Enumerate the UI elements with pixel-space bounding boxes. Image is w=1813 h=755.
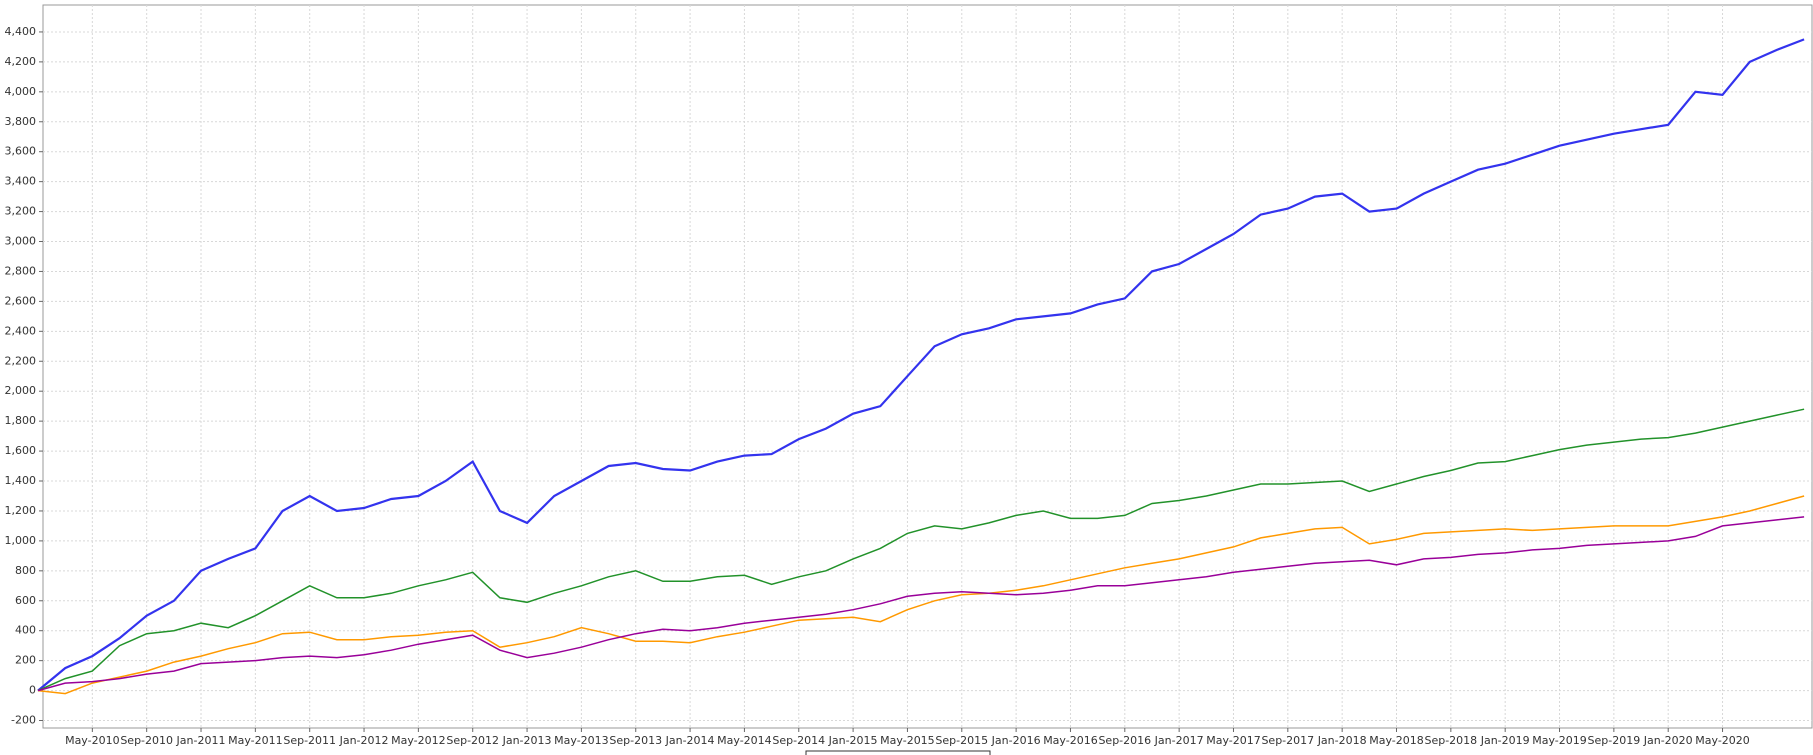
x-tick-label: Sep-2010 (120, 734, 173, 747)
series-line (37, 495, 1805, 695)
y-tick-label: 0 (29, 684, 36, 697)
x-tick-label: May-2012 (391, 734, 446, 747)
x-tick-label: May-2016 (1043, 734, 1098, 747)
x-tick-label: Sep-2017 (1261, 734, 1314, 747)
x-tick-label: Jan-2018 (1317, 734, 1367, 747)
y-tick-label: 3,800 (5, 115, 37, 128)
y-tick-label: 400 (15, 624, 36, 637)
x-tick-label: Sep-2019 (1588, 734, 1641, 747)
x-tick-label: May-2011 (228, 734, 283, 747)
y-tick-label: 600 (15, 594, 36, 607)
y-tick-label: 3,000 (5, 235, 37, 248)
y-tick-label: 800 (15, 564, 36, 577)
x-tick-label: May-2019 (1532, 734, 1587, 747)
y-tick-label: 2,000 (5, 384, 37, 397)
x-tick-label: Sep-2018 (1424, 734, 1477, 747)
y-tick-label: 4,000 (5, 85, 37, 98)
x-tick-label: May-2014 (717, 734, 772, 747)
legend-box (805, 750, 991, 755)
x-tick-label: Sep-2012 (446, 734, 499, 747)
y-tick-label: 1,200 (5, 504, 37, 517)
y-tick-label: 200 (15, 654, 36, 667)
y-tick-label: 2,800 (5, 264, 37, 277)
series-line (37, 408, 1805, 692)
series-line (37, 38, 1805, 692)
x-tick-label: Jan-2020 (1643, 734, 1693, 747)
x-tick-label: Jan-2014 (665, 734, 715, 747)
y-tick-label: 4,400 (5, 25, 37, 38)
x-tick-label: Sep-2016 (1098, 734, 1151, 747)
y-tick-label: 1,400 (5, 474, 37, 487)
y-tick-label: 3,600 (5, 145, 37, 158)
series-line (37, 516, 1805, 692)
x-tick-label: Sep-2014 (772, 734, 825, 747)
x-tick-label: Sep-2015 (935, 734, 988, 747)
y-tick-label: 2,200 (5, 354, 37, 367)
x-tick-label: Jan-2013 (502, 734, 552, 747)
x-tick-label: Jan-2019 (1480, 734, 1530, 747)
x-tick-label: May-2015 (880, 734, 935, 747)
y-tick-label: 1,000 (5, 534, 37, 547)
x-tick-label: Jan-2012 (339, 734, 389, 747)
y-tick-label: 4,200 (5, 55, 37, 68)
y-tick-label: 2,400 (5, 324, 37, 337)
y-tick-label: 1,800 (5, 414, 37, 427)
x-tick-label: May-2017 (1206, 734, 1261, 747)
x-tick-label: Sep-2011 (283, 734, 336, 747)
y-tick-label: -200 (11, 714, 36, 727)
x-tick-label: Jan-2016 (991, 734, 1041, 747)
x-tick-label: May-2020 (1695, 734, 1750, 747)
x-tick-label: Sep-2013 (609, 734, 662, 747)
x-tick-label: May-2013 (554, 734, 609, 747)
x-tick-label: Jan-2017 (1154, 734, 1204, 747)
y-tick-label: 3,400 (5, 175, 37, 188)
y-tick-label: 2,600 (5, 294, 37, 307)
x-tick-label: Jan-2015 (828, 734, 878, 747)
x-tick-label: May-2010 (65, 734, 120, 747)
y-tick-label: 3,200 (5, 205, 37, 218)
x-tick-label: May-2018 (1369, 734, 1424, 747)
x-tick-label: Jan-2011 (176, 734, 226, 747)
y-tick-label: 1,600 (5, 444, 37, 457)
plot-area (42, 4, 1813, 729)
